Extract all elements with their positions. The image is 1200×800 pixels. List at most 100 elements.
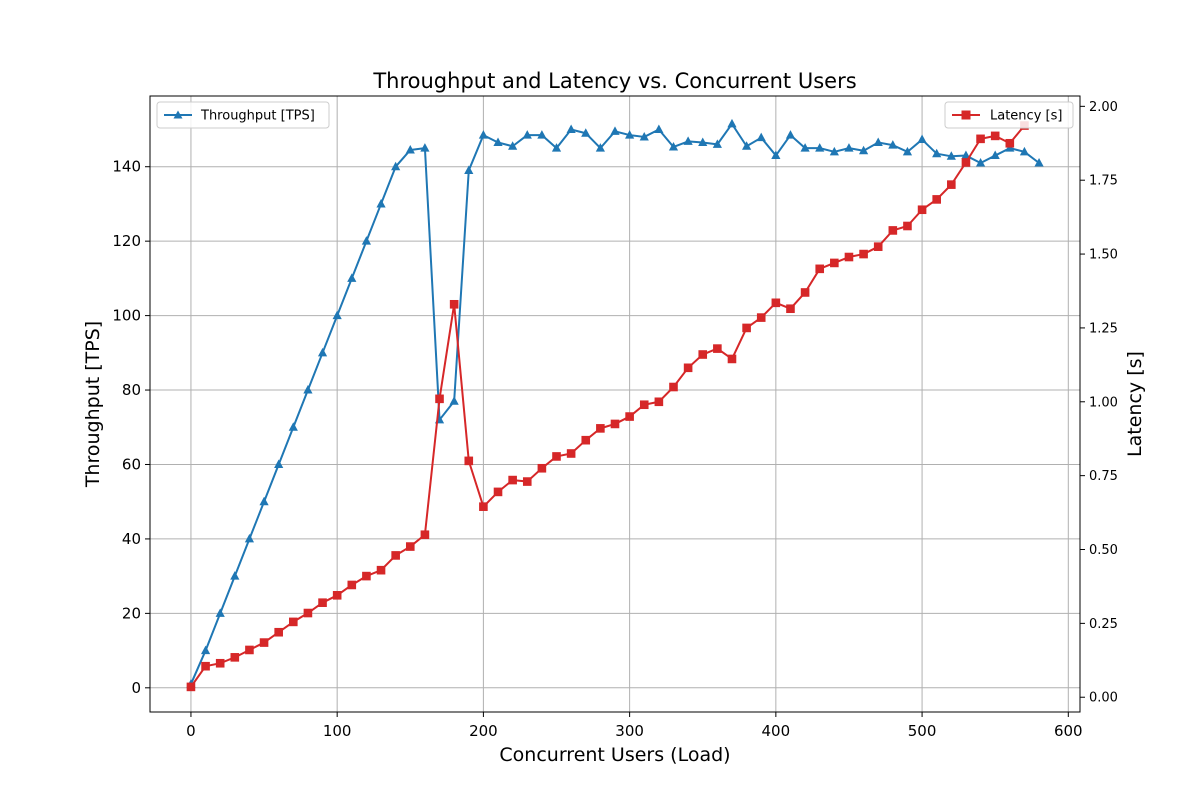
throughput-point (230, 571, 240, 580)
latency-point (566, 449, 576, 458)
latency-point (420, 530, 430, 540)
throughput-point (464, 165, 474, 174)
throughput-point (200, 645, 211, 655)
throughput-point (478, 130, 488, 139)
throughput-point (361, 236, 372, 245)
x-tick-label: 300 (615, 722, 644, 740)
latency-point (815, 264, 825, 274)
y-left-axis-title: Throughput [TPS] (82, 321, 104, 488)
y-left-tick-label: 40 (122, 530, 141, 548)
latency-point (639, 400, 649, 410)
throughput-point (274, 459, 284, 468)
x-axis-title: Concurrent Users (Load) (499, 744, 730, 766)
throughput-point (537, 130, 547, 139)
y-right-tick-label: 2.00 (1089, 100, 1118, 115)
throughput-point (303, 385, 313, 394)
throughput-point (581, 128, 591, 137)
latency-point (274, 627, 283, 637)
latency-point (596, 424, 605, 433)
x-tick-label: 500 (908, 722, 937, 740)
latency-point (830, 258, 839, 268)
throughput-point (610, 126, 620, 135)
latency-point (215, 658, 225, 668)
legend-latency-box (944, 101, 1074, 129)
latency-point (303, 608, 313, 618)
throughput-point (625, 130, 635, 139)
x-tick-label: 200 (469, 722, 498, 740)
y-right-tick-label: 1.25 (1089, 321, 1118, 336)
latency-point (464, 456, 474, 466)
y-right-tick-label: 1.00 (1089, 395, 1118, 410)
y-left-tick-label: 140 (112, 158, 141, 176)
throughput-point (244, 533, 255, 543)
throughput-point (756, 132, 766, 142)
throughput-point (990, 150, 1000, 160)
latency-point (727, 354, 737, 364)
latency-point (844, 252, 854, 262)
throughput-point (391, 161, 401, 171)
latency-point (683, 363, 693, 373)
latency-point (259, 638, 269, 647)
legend-latency: Latency [s] (944, 101, 1074, 129)
throughput-point (829, 146, 839, 156)
y-right-tick-label: 0.00 (1089, 691, 1118, 706)
throughput-point (858, 145, 869, 155)
throughput-point (888, 140, 898, 149)
latency-point (990, 131, 1000, 141)
y-right-axis-title: Latency [s] (1124, 351, 1146, 457)
chart-title: Throughput and Latency vs. Concurrent Us… (372, 69, 856, 93)
throughput-point (1034, 157, 1044, 167)
legend-throughput: Throughput [TPS] (156, 101, 330, 129)
latency-point (1005, 138, 1015, 148)
throughput-point (449, 396, 459, 405)
throughput-point (493, 137, 503, 147)
throughput-point (683, 136, 693, 145)
y-right-tick-label: 0.75 (1089, 469, 1118, 484)
latency-point (873, 242, 883, 251)
latency-point (800, 288, 810, 297)
legend-latency-marker (961, 110, 971, 120)
throughput-point (727, 118, 737, 128)
throughput-point (376, 198, 386, 208)
legend-latency-label: Latency [s] (990, 109, 1062, 124)
throughput-point (815, 143, 825, 152)
throughput-point (917, 134, 927, 144)
throughput-point (639, 131, 649, 141)
throughput-point (785, 130, 796, 139)
latency-point (654, 397, 664, 407)
latency-point (713, 344, 722, 353)
latency-point (976, 134, 985, 144)
latency-point (698, 350, 708, 359)
throughput-point (420, 143, 430, 152)
latency-point (888, 226, 898, 235)
latency-point (771, 298, 781, 308)
latency-point (669, 382, 678, 392)
x-tick-label: 400 (762, 722, 791, 740)
throughput-point (668, 141, 679, 151)
throughput-point (946, 151, 956, 160)
latency-point (493, 487, 503, 497)
latency-point (859, 249, 868, 259)
axis-layer: 0 100 200 300 400 500 600 0 20 40 60 80 100 120 140 0.0… (112, 100, 1118, 740)
latency-point (522, 477, 532, 486)
x-tick-label: 100 (323, 722, 352, 740)
throughput-point (347, 273, 357, 282)
latency-point (332, 590, 342, 600)
legend-throughput-marker (173, 110, 183, 119)
latency-point (347, 580, 357, 590)
latency-point (289, 617, 298, 627)
latency-point (376, 565, 386, 575)
throughput-point (332, 310, 342, 320)
x-tick-label: 600 (1054, 722, 1083, 740)
latency-point (186, 682, 196, 692)
legend-throughput-label: Throughput [TPS] (200, 109, 315, 124)
grid-layer (150, 96, 1080, 712)
y-left-tick-label: 60 (122, 455, 141, 473)
latency-point (932, 195, 941, 204)
throughput-point (508, 141, 518, 150)
latency-point (508, 475, 517, 485)
throughput-point (975, 157, 986, 167)
y-right-tick-label: 0.50 (1089, 543, 1118, 558)
throughput-point (595, 143, 605, 152)
